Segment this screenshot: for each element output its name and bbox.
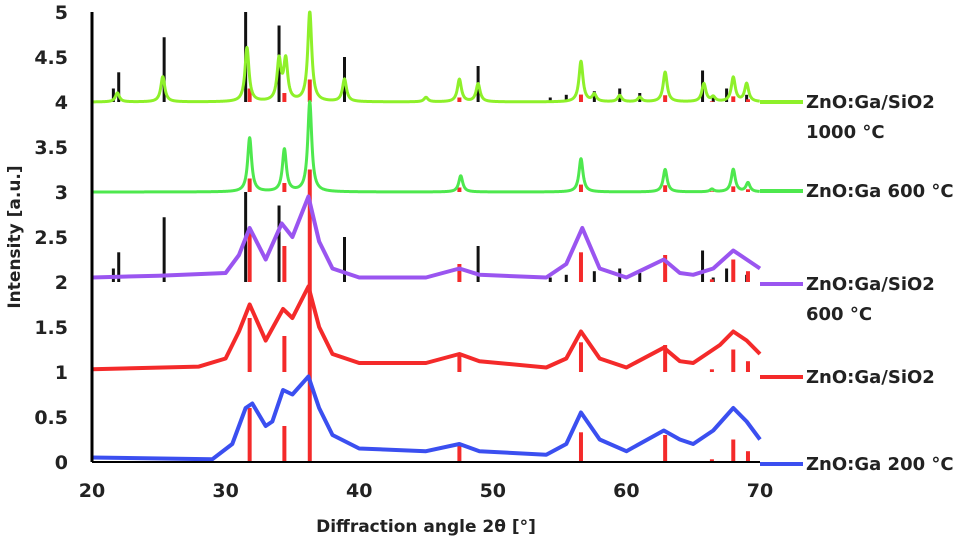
x-tick-label: 60: [613, 480, 639, 502]
series-lines: [90, 10, 762, 462]
legend-label: ZnO:Ga/SiO2: [806, 367, 935, 388]
y-tick-label: 5: [55, 2, 68, 24]
legend-label: 600 °C: [806, 304, 872, 325]
x-tick-label: 20: [79, 480, 105, 502]
reference-sticks: [111, 12, 750, 462]
y-tick-label: 0: [55, 452, 68, 474]
legend-label: ZnO:Ga 600 °C: [806, 181, 954, 202]
series-line-3: [90, 100, 761, 194]
legend-label: ZnO:Ga/SiO2: [806, 92, 935, 113]
y-tick-label: 4: [55, 92, 68, 114]
y-tick-label: 3: [55, 182, 68, 204]
y-tick-label: 1: [55, 362, 68, 384]
y-tick-label: 3.5: [34, 137, 68, 159]
y-axis-label: Intensity [a.u.]: [5, 165, 25, 308]
y-tick-label: 4.5: [34, 47, 68, 69]
legend-label: 1000 °C: [806, 122, 885, 143]
x-tick-label: 30: [212, 480, 238, 502]
y-tick-label: 0.5: [34, 407, 68, 429]
series-line-1: [91, 284, 762, 372]
x-axis-label: Diffraction angle 2θ [°]: [316, 517, 536, 537]
series-line-2: [91, 194, 762, 280]
x-tick-label: 70: [747, 480, 773, 502]
y-tick-label: 2: [55, 272, 68, 294]
legend-label: ZnO:Ga 200 °C: [806, 454, 954, 475]
x-tick-label: 40: [346, 480, 372, 502]
y-tick-label: 2.5: [34, 227, 68, 249]
series-line-4: [90, 10, 761, 104]
x-tick-label: 50: [480, 480, 506, 502]
y-tick-label: 1.5: [34, 317, 68, 339]
series-line-0: [91, 374, 762, 462]
axes: 0 0.5 1 1.5 2 2.5 3 3.5 4 4.5 5 20 30 40 50 60 70: [34, 2, 773, 502]
legend-label: ZnO:Ga/SiO2: [806, 274, 935, 295]
legend: ZnO:Ga 200 °C ZnO:Ga/SiO2 ZnO:Ga/SiO2 600 °…: [760, 92, 954, 475]
